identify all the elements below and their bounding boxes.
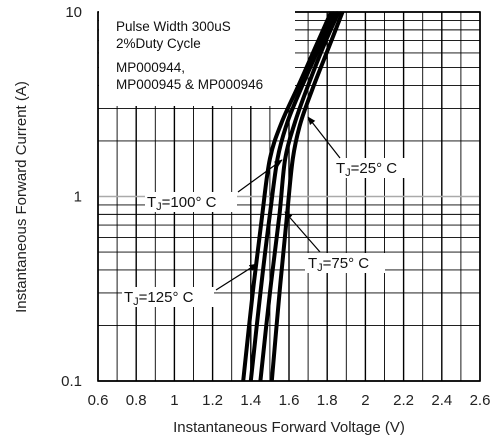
curve-label-subscript: J bbox=[156, 201, 162, 213]
x-axis-title: Instantaneous Forward Voltage (V) bbox=[173, 419, 405, 436]
x-tick-label: 1.6 bbox=[279, 392, 300, 409]
curve-label-leader bbox=[307, 116, 341, 159]
curve-label: TJ=100° C bbox=[147, 194, 217, 213]
x-tick-label: 0.6 bbox=[88, 392, 109, 409]
curve-label-subscript: J bbox=[133, 296, 139, 308]
note-part-numbers-1: MP000944, bbox=[116, 60, 185, 75]
curve-label-base: T bbox=[147, 194, 156, 211]
curve-label-rest: =75° C bbox=[323, 255, 370, 272]
notes-box: Pulse Width 300uS 2%Duty Cycle MP000944,… bbox=[99, 11, 295, 106]
curve-label-rest: =25° C bbox=[351, 160, 398, 177]
curve-labels: TJ=125° CTJ=100° CTJ=75° CTJ=25° C bbox=[122, 116, 414, 308]
curve-label-leader bbox=[215, 263, 258, 291]
curve-label: TJ=25° C bbox=[336, 160, 397, 179]
series-line bbox=[269, 11, 345, 382]
curve-label-base: T bbox=[336, 160, 345, 177]
notes-background bbox=[99, 11, 295, 106]
x-tick-label: 2.2 bbox=[393, 392, 414, 409]
curve-label-base: T bbox=[308, 255, 317, 272]
series-line bbox=[241, 11, 333, 382]
curve-label-background bbox=[332, 158, 414, 178]
curve-label: TJ=125° C bbox=[124, 289, 194, 308]
curve-label-background bbox=[122, 287, 214, 307]
curve-label-background bbox=[145, 192, 237, 212]
curve-label-subscript: J bbox=[317, 262, 323, 274]
curve-label-subscript: J bbox=[345, 167, 351, 179]
series bbox=[241, 11, 345, 382]
note-part-numbers-2: MP000945 & MP000946 bbox=[116, 77, 263, 92]
y-tick-label: 0.1 bbox=[61, 373, 82, 390]
x-tick-label: 1.2 bbox=[202, 392, 223, 409]
x-tick-label: 1.8 bbox=[317, 392, 338, 409]
y-tick-label: 1 bbox=[74, 189, 82, 206]
curve-label-background bbox=[305, 253, 385, 273]
x-tick-label: 2.6 bbox=[470, 392, 491, 409]
curve-label-leader bbox=[284, 211, 321, 253]
x-tick-label: 1 bbox=[170, 392, 178, 409]
note-duty-cycle: 2%Duty Cycle bbox=[116, 36, 201, 51]
tick-labels: 0.6 0.8 1 1.2 1.4 1.6 1.8 2 2.2 2.4 2.6 0.1 1 10 bbox=[61, 4, 490, 409]
curve-label-leader bbox=[237, 159, 283, 193]
series-line bbox=[248, 11, 337, 382]
y-axis-title: Instantaneous Forward Current (A) bbox=[13, 81, 30, 313]
y-tick-label: 10 bbox=[65, 4, 82, 21]
series-line bbox=[258, 11, 341, 382]
curve-label-base: T bbox=[124, 289, 133, 306]
x-tick-label: 2 bbox=[361, 392, 369, 409]
x-tick-label: 0.8 bbox=[126, 392, 147, 409]
note-pulse-width: Pulse Width 300uS bbox=[116, 19, 231, 34]
x-tick-label: 2.4 bbox=[431, 392, 452, 409]
x-tick-label: 1.4 bbox=[240, 392, 261, 409]
curve-label: TJ=75° C bbox=[308, 255, 369, 274]
curve-label-rest: =125° C bbox=[139, 289, 194, 306]
curve-label-rest: =100° C bbox=[162, 194, 217, 211]
